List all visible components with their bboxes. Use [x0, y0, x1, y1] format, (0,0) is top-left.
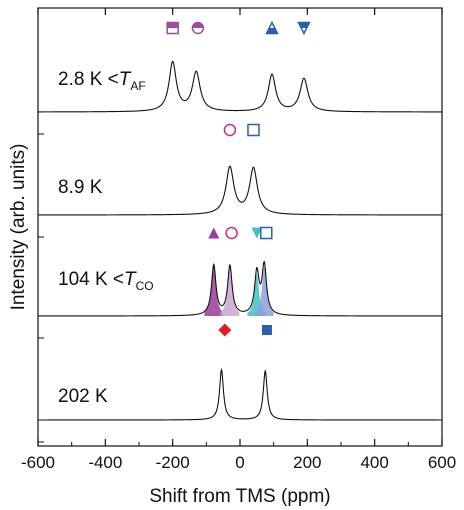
spectrum-trace-1	[38, 165, 442, 216]
peak-marker-diamond-filled	[218, 323, 232, 337]
x-tick-label-1: -400	[88, 453, 122, 472]
spectrum-trace-0	[38, 60, 442, 113]
peak-fill-1	[220, 267, 240, 316]
peak-marker-circle-half	[191, 21, 205, 35]
peak-marker-triangle-up-half	[265, 20, 279, 35]
peak-marker-triangle-down-half	[297, 21, 311, 36]
x-ticks: -600 -400 -200 0 200 400 600	[21, 8, 456, 472]
peak-marker-square-half	[166, 21, 179, 35]
peak-fill-3	[254, 267, 274, 316]
trace-label-3: 202 K	[58, 386, 108, 407]
peak-marker-square-open	[260, 226, 273, 240]
peak-markers	[166, 20, 311, 337]
spectrum-trace-3	[38, 368, 442, 421]
trace-label-1: 8.9 K	[58, 177, 103, 198]
trace-label-0: 2.8 K <TAF	[58, 69, 146, 93]
y-axis-title: Intensity (arb. units)	[8, 144, 29, 311]
spectra-traces	[38, 60, 443, 421]
peak-fill-2	[247, 274, 267, 316]
x-tick-label-0: -600	[21, 453, 55, 472]
peak-marker-square-open	[247, 123, 260, 137]
x-tick-label-6: 600	[428, 453, 456, 472]
peak-fills	[204, 266, 274, 316]
x-tick-label-3: 0	[235, 453, 244, 472]
peak-marker-square-filled	[261, 325, 272, 335]
spectrum-trace-2	[38, 260, 443, 317]
peak-fill-0	[204, 266, 224, 316]
x-tick-label-2: -200	[156, 453, 190, 472]
peak-marker-triangle-up-filled	[208, 227, 220, 239]
peak-marker-circle-open	[223, 123, 237, 137]
x-tick-label-5: 400	[360, 453, 388, 472]
peak-marker-circle-open	[225, 226, 238, 240]
trace-label-2: 104 K <TCO	[58, 269, 154, 293]
x-tick-label-4: 200	[293, 453, 321, 472]
peak-marker-triangle-down-filled	[251, 227, 263, 239]
trace-labels: 2.8 K <TAF 8.9 K 104 K <TCO 202 K	[58, 69, 154, 407]
x-axis-title: Shift from TMS (ppm)	[149, 486, 330, 507]
